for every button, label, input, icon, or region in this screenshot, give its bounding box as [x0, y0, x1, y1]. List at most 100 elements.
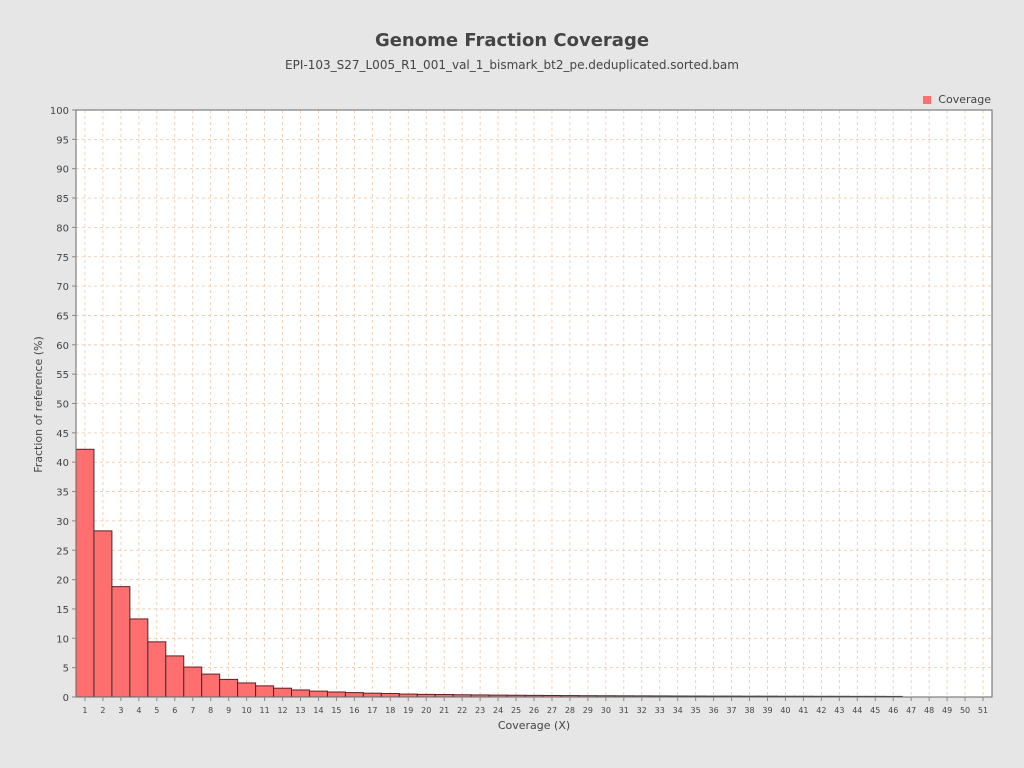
x-tick-label: 28 [565, 706, 575, 715]
bar-17 [362, 692, 382, 698]
bar-6 [165, 655, 185, 698]
x-tick-label: 8 [208, 706, 213, 715]
x-tick-label: 43 [834, 706, 844, 715]
x-tick-label: 35 [691, 706, 701, 715]
bar-1 [75, 448, 95, 698]
legend: Coverage [923, 93, 991, 106]
x-tick-label: 21 [439, 706, 449, 715]
bar-12 [273, 687, 293, 698]
x-tick-label: 31 [619, 706, 629, 715]
x-tick-label: 16 [349, 706, 359, 715]
x-tick-label: 7 [190, 706, 195, 715]
x-tick-label: 23 [475, 706, 485, 715]
bar-5 [147, 641, 167, 698]
bar-7 [183, 666, 203, 698]
y-tick-label: 75 [56, 253, 69, 264]
y-tick-label: 40 [56, 458, 69, 469]
bar-15 [326, 691, 346, 698]
x-tick-label: 48 [924, 706, 934, 715]
x-tick-label: 40 [780, 706, 790, 715]
x-tick-label: 22 [457, 706, 467, 715]
x-tick-label: 24 [493, 706, 503, 715]
x-tick-label: 25 [511, 706, 521, 715]
x-tick-label: 46 [888, 706, 898, 715]
x-tick-label: 50 [960, 706, 970, 715]
y-tick-label: 50 [56, 400, 69, 411]
x-tick-label: 9 [226, 706, 231, 715]
bar-2 [93, 530, 113, 698]
chart-title: Genome Fraction Coverage [374, 30, 650, 51]
x-tick-label: 19 [403, 706, 413, 715]
x-tick-label: 6 [172, 706, 177, 715]
x-axis-label: Coverage (X) [498, 719, 570, 732]
x-tick-label: 27 [547, 706, 557, 715]
x-tick-label: 29 [583, 706, 593, 715]
x-tick-label: 37 [726, 706, 736, 715]
legend-swatch [923, 95, 932, 104]
x-tick-label: 41 [798, 706, 808, 715]
y-axis: 0 5 10 15 20 25 30 35 40 45 50 55 60 65 70 75 80 85 90 95 10… [50, 106, 76, 704]
bar-3 [111, 586, 131, 698]
y-tick-label: 65 [56, 311, 69, 322]
y-tick-label: 90 [56, 165, 69, 176]
x-tick-label: 49 [942, 706, 952, 715]
y-tick-label: 70 [56, 282, 69, 293]
y-tick-label: 0 [63, 693, 69, 704]
x-tick-label: 30 [601, 706, 611, 715]
bar-8 [201, 673, 221, 698]
y-tick-label: 80 [56, 223, 69, 234]
bar-13 [291, 689, 310, 698]
x-tick-label: 36 [709, 706, 719, 715]
y-tick-label: 45 [56, 429, 69, 440]
y-tick-label: 60 [56, 341, 69, 352]
y-tick-label: 5 [63, 664, 69, 675]
x-tick-label: 5 [154, 706, 159, 715]
x-tick-label: 33 [655, 706, 665, 715]
x-tick-label: 10 [242, 706, 252, 715]
chart-subtitle: EPI-103_S27_L005_R1_001_val_1_bismark_bt… [285, 58, 739, 72]
bar-14 [308, 690, 328, 698]
bar-4 [129, 618, 149, 698]
y-tick-label: 35 [56, 488, 69, 499]
y-tick-label: 100 [50, 106, 69, 117]
y-tick-label: 95 [56, 135, 69, 146]
x-tick-label: 42 [816, 706, 826, 715]
x-tick-label: 14 [313, 706, 323, 715]
y-tick-label: 20 [56, 576, 69, 587]
y-tick-label: 85 [56, 194, 69, 205]
y-tick-label: 15 [56, 605, 69, 616]
x-tick-label: 45 [870, 706, 880, 715]
x-tick-label: 26 [529, 706, 539, 715]
x-tick-label: 47 [906, 706, 916, 715]
y-tick-label: 30 [56, 517, 69, 528]
x-tick-label: 2 [100, 706, 105, 715]
x-tick-label: 12 [277, 706, 287, 715]
x-tick-label: 4 [136, 706, 141, 715]
y-axis-label: Fraction of reference (%) [32, 336, 45, 473]
x-tick-label: 3 [118, 706, 123, 715]
bar-10 [237, 682, 257, 698]
x-tick-label: 32 [637, 706, 647, 715]
bar-9 [219, 678, 239, 698]
bar-16 [344, 692, 364, 698]
x-tick-label: 20 [421, 706, 431, 715]
y-tick-label: 10 [56, 634, 69, 645]
x-axis: 1 2 3 4 5 6 7 8 9 10 11 12 13 14 15 16 17 18 19 20 21 22 23 24 2… [82, 697, 988, 715]
x-tick-label: 1 [82, 706, 87, 715]
x-tick-label: 11 [259, 706, 269, 715]
x-tick-label: 13 [295, 706, 305, 715]
y-tick-label: 25 [56, 546, 69, 557]
y-tick-label: 55 [56, 370, 69, 381]
grid-lines [76, 109, 992, 698]
x-tick-label: 18 [385, 706, 395, 715]
x-tick-label: 38 [744, 706, 754, 715]
x-tick-label: 15 [331, 706, 341, 715]
bar-11 [255, 685, 275, 698]
bar-18 [380, 692, 400, 698]
x-tick-label: 51 [978, 706, 988, 715]
x-tick-label: 39 [762, 706, 772, 715]
x-tick-label: 44 [852, 706, 862, 715]
x-tick-label: 34 [673, 706, 683, 715]
x-tick-label: 17 [367, 706, 377, 715]
